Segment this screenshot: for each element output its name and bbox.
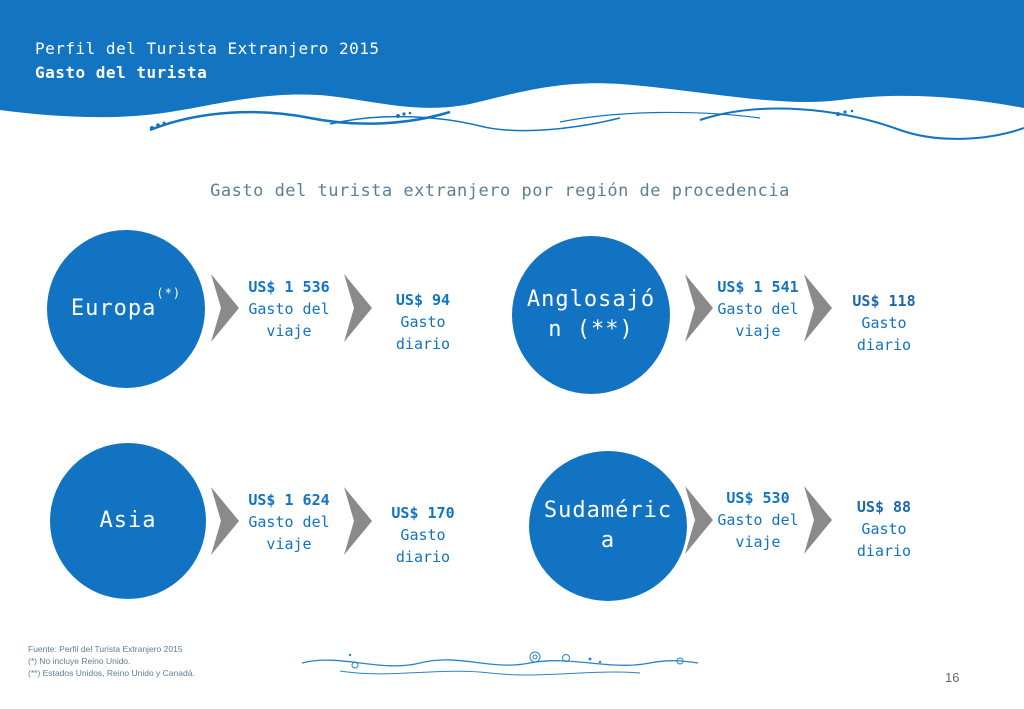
chevron-right-icon (685, 486, 713, 554)
wave-decoration (0, 0, 1024, 140)
section-title: Gasto del turista extranjero por región … (210, 181, 790, 201)
region-circle-sudamerica: Sudamérica (529, 451, 687, 601)
trip-amount: US$ 530 (726, 489, 790, 507)
region-circle-europa: Europa(*) (47, 230, 205, 388)
header-title: Perfil del Turista Extranjero 2015 (35, 39, 380, 58)
chevron-right-icon (211, 487, 239, 555)
trip-label: Gasto del viaje (248, 300, 330, 340)
daily-spend-europa: US$ 94 Gasto diario (378, 289, 468, 355)
trip-spend-sudamerica: US$ 530 Gasto del viaje (713, 487, 803, 553)
region-name: Asia (99, 508, 157, 533)
daily-label: Gasto diario (856, 520, 912, 560)
daily-amount: US$ 118 (852, 292, 916, 310)
chevron-right-icon (344, 487, 372, 555)
footnotes: Fuente: Perfil del Turista Extranjero 20… (28, 643, 195, 679)
region-name: Europa (70, 296, 157, 321)
footnote-2: (**) Estados Unidos, Reino Unido y Canad… (28, 668, 195, 678)
page-number: 16 (945, 670, 960, 685)
region-circle-asia: Asia (50, 443, 206, 599)
region-name: Anglosajón (**) (526, 287, 656, 342)
chevron-right-icon (804, 274, 832, 342)
trip-amount: US$ 1 536 (248, 278, 330, 296)
daily-label: Gasto diario (856, 314, 912, 354)
source-note: Fuente: Perfil del Turista Extranjero 20… (28, 644, 183, 654)
daily-amount: US$ 94 (395, 291, 451, 309)
trip-spend-asia: US$ 1 624 Gasto del viaje (244, 489, 334, 555)
daily-spend-anglosajon: US$ 118 Gasto diario (839, 290, 929, 356)
trip-label: Gasto del viaje (717, 511, 799, 551)
region-circle-anglosajon: Anglosajón (**) (512, 236, 670, 394)
daily-label: Gasto diario (395, 313, 451, 353)
header-band: Perfil del Turista Extranjero 2015 Gasto… (0, 0, 1024, 160)
region-footnote-mark: (*) (156, 285, 182, 300)
daily-label: Gasto diario (395, 526, 451, 566)
footnote-1: (*) No incluye Reino Unido. (28, 656, 131, 666)
trip-label: Gasto del viaje (717, 300, 799, 340)
trip-spend-anglosajon: US$ 1 541 Gasto del viaje (713, 276, 803, 342)
trip-label: Gasto del viaje (248, 513, 330, 553)
daily-amount: US$ 88 (856, 498, 912, 516)
chevron-right-icon (211, 274, 239, 342)
chevron-right-icon (685, 274, 713, 342)
trip-amount: US$ 1 624 (248, 491, 330, 509)
daily-spend-asia: US$ 170 Gasto diario (378, 502, 468, 568)
bottom-wave-decoration (301, 651, 699, 676)
chevron-right-icon (804, 486, 832, 554)
region-name: Sudamérica (543, 498, 673, 553)
daily-spend-sudamerica: US$ 88 Gasto diario (839, 496, 929, 562)
daily-amount: US$ 170 (391, 504, 455, 522)
chevron-right-icon (344, 274, 372, 342)
trip-spend-europa: US$ 1 536 Gasto del viaje (244, 276, 334, 342)
trip-amount: US$ 1 541 (717, 278, 799, 296)
header-subtitle: Gasto del turista (35, 63, 208, 82)
